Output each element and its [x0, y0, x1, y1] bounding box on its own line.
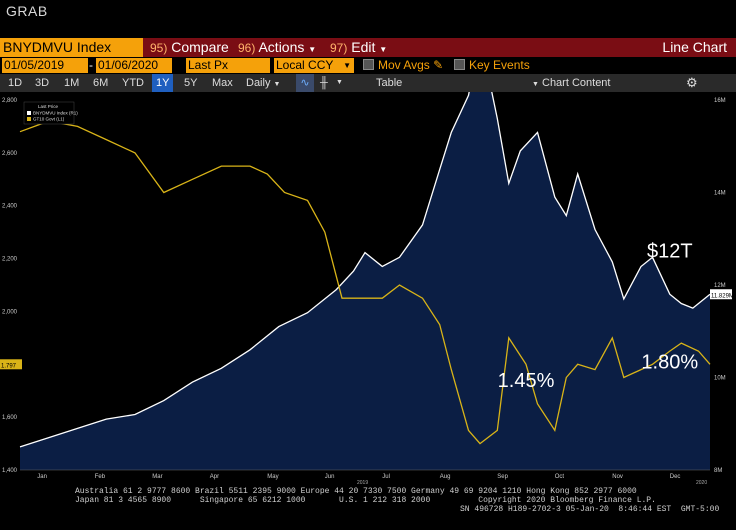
legend-entry: BNYDMVU Index (R1) — [33, 111, 78, 116]
last-value-label-1: 1.797 — [1, 363, 17, 369]
pencil-icon[interactable]: ✎ — [433, 58, 444, 72]
range-1y[interactable]: 1Y — [152, 74, 174, 92]
left-tick-label: 2,600 — [2, 151, 18, 157]
compare-menu[interactable]: 95) Compare — [150, 38, 229, 57]
window-title: GRAB — [6, 3, 48, 19]
gear-icon[interactable]: ⚙ — [686, 75, 698, 90]
period-label: Daily — [246, 77, 271, 89]
right-tick-label: 16M — [714, 98, 726, 104]
field-select[interactable]: Last Px — [186, 58, 270, 73]
date-dash: - — [89, 58, 93, 72]
chart-content-button[interactable]: ▼ Chart Content — [532, 74, 610, 92]
last-value-tag-0: 11.829M — [710, 289, 734, 300]
legend-swatch — [27, 117, 31, 121]
key-events-checkbox[interactable] — [454, 59, 465, 70]
annotation-label: $12T — [647, 240, 693, 262]
footer: Australia 61 2 9777 8600 Brazil 5511 239… — [0, 484, 736, 530]
edit-label: Edit — [351, 39, 376, 55]
menu-bar — [0, 38, 736, 57]
month-tick-label: Dec — [670, 474, 681, 480]
legend-header: Last Price — [38, 104, 59, 109]
edit-menu[interactable]: 97) Edit ▼ — [330, 38, 387, 57]
legend-entry: GT10 Govt (L1) — [33, 117, 65, 122]
last-value-box-1 — [0, 359, 22, 370]
chart-content-label: Chart Content — [542, 77, 611, 89]
left-tick-label: 1,400 — [2, 468, 18, 474]
month-tick-label: May — [267, 474, 278, 480]
last-value-box-0 — [710, 289, 732, 300]
range-max[interactable]: Max — [212, 77, 233, 89]
edit-dropdown-icon: ▼ — [379, 45, 388, 54]
period-dropdown-icon: ▼ — [273, 81, 281, 88]
start-date-field[interactable]: 01/05/2019 — [2, 58, 88, 73]
annotation-label: 1.45% — [498, 370, 555, 392]
left-tick-label: 1,600 — [2, 415, 18, 421]
currency-label: Local CCY — [276, 58, 334, 72]
range-6m[interactable]: 6M — [93, 77, 109, 89]
footer-line-1: Australia 61 2 9777 8600 Brazil 5511 239… — [75, 487, 637, 496]
compare-num: 95) — [150, 41, 168, 55]
month-tick-label: Apr — [210, 474, 219, 480]
month-tick-label: Sep — [497, 474, 508, 480]
range-3d[interactable]: 3D — [35, 77, 50, 89]
month-tick-label: Oct — [555, 474, 565, 480]
chart-area[interactable]: 2,8002,6002,4002,2002,0001,8001,6001,400… — [0, 35, 736, 486]
mov-avgs-checkbox[interactable] — [363, 59, 374, 70]
series-line-1 — [19, 120, 711, 445]
ticker-field[interactable]: BNYDMVU Index — [0, 38, 143, 57]
last-value-label-0: 11.829M — [711, 293, 734, 299]
end-date-field[interactable]: 01/06/2020 — [96, 58, 172, 73]
bar-style-icon[interactable]: ╫ — [320, 77, 328, 89]
range-1d[interactable]: 1D — [8, 77, 23, 89]
annotation-label: 1.80% — [641, 351, 698, 373]
currency-dropdown-icon: ▼ — [343, 61, 351, 70]
right-tick-label: 10M — [714, 376, 726, 382]
actions-menu[interactable]: 96) Actions ▼ — [238, 38, 316, 57]
table-button[interactable]: Table — [376, 77, 403, 89]
actions-label: Actions — [258, 39, 305, 55]
last-value-tag-1: 1.797 — [0, 359, 22, 370]
left-tick-label: 2,200 — [2, 257, 18, 263]
compare-label: Compare — [171, 39, 229, 55]
style-dropdown-icon[interactable]: ▼ — [336, 79, 343, 86]
footer-line-3: SN 496728 H189-2702-3 05-Jan-20 8:46:44 … — [460, 505, 720, 514]
actions-num: 96) — [238, 41, 256, 55]
month-tick-label: Feb — [95, 474, 106, 480]
chart-type-label: Line Chart — [662, 39, 727, 55]
mov-avgs-toggle[interactable]: Mov Avgs ✎ — [363, 58, 443, 73]
month-tick-label: Jan — [37, 474, 47, 480]
key-events-toggle[interactable]: Key Events — [454, 58, 530, 73]
currency-select[interactable]: Local CCY ▼ — [274, 58, 354, 73]
left-tick-label: 2,800 — [2, 98, 18, 104]
legend-swatch — [27, 111, 31, 115]
year-tick-label: 2020 — [696, 480, 707, 484]
mov-avgs-label: Mov Avgs — [378, 58, 430, 72]
line-style-icon[interactable]: ∿ — [296, 74, 314, 92]
key-events-label: Key Events — [469, 58, 530, 72]
month-tick-label: Nov — [612, 474, 623, 480]
chart-content-dropdown-icon: ▼ — [532, 81, 539, 88]
edit-num: 97) — [330, 41, 348, 55]
month-tick-label: Jul — [382, 474, 390, 480]
period-select[interactable]: Daily ▼ — [246, 74, 280, 92]
left-tick-label: 2,000 — [2, 309, 18, 315]
month-tick-label: Jun — [325, 474, 335, 480]
month-tick-label: Aug — [440, 474, 451, 480]
right-tick-label: 12M — [714, 283, 726, 289]
month-tick-label: Mar — [152, 474, 162, 480]
range-1m[interactable]: 1M — [64, 77, 80, 89]
series-line-0 — [19, 35, 711, 448]
right-tick-label: 14M — [714, 191, 726, 197]
range-ytd[interactable]: YTD — [122, 77, 144, 89]
range-5y[interactable]: 5Y — [184, 77, 198, 89]
footer-line-2: Japan 81 3 4565 8900 Singapore 65 6212 1… — [75, 496, 656, 505]
actions-dropdown-icon: ▼ — [308, 45, 317, 54]
legend-box — [23, 101, 75, 125]
left-tick-label: 2,400 — [2, 204, 18, 210]
right-tick-label: 8M — [714, 468, 722, 474]
year-tick-label: 2019 — [357, 480, 368, 484]
